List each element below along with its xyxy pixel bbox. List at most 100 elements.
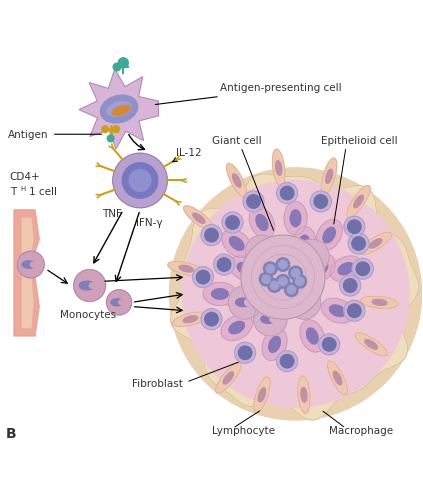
Ellipse shape: [290, 210, 301, 227]
Circle shape: [226, 216, 239, 230]
Polygon shape: [170, 175, 419, 420]
Ellipse shape: [79, 282, 95, 290]
Ellipse shape: [276, 161, 282, 176]
Circle shape: [201, 309, 222, 330]
Text: Macrophage: Macrophage: [329, 425, 393, 435]
Ellipse shape: [254, 377, 270, 413]
Ellipse shape: [369, 239, 382, 249]
Circle shape: [352, 237, 365, 251]
Circle shape: [228, 286, 262, 320]
Ellipse shape: [222, 230, 252, 258]
Ellipse shape: [312, 253, 319, 260]
Circle shape: [296, 240, 329, 273]
Ellipse shape: [100, 96, 137, 123]
Circle shape: [348, 221, 361, 234]
Ellipse shape: [237, 263, 253, 275]
Text: 1 cell: 1 cell: [29, 186, 57, 197]
Circle shape: [196, 271, 210, 284]
Circle shape: [296, 278, 304, 286]
Ellipse shape: [229, 237, 244, 251]
Circle shape: [201, 225, 222, 246]
Ellipse shape: [304, 299, 311, 306]
Ellipse shape: [119, 300, 124, 305]
Ellipse shape: [269, 337, 280, 353]
Ellipse shape: [299, 236, 309, 252]
Circle shape: [343, 279, 357, 293]
Text: IL-12: IL-12: [173, 148, 201, 163]
Circle shape: [107, 290, 132, 315]
Text: Lymphocyte: Lymphocyte: [212, 425, 275, 435]
Circle shape: [291, 269, 300, 278]
Ellipse shape: [292, 227, 316, 261]
Circle shape: [340, 275, 361, 296]
Circle shape: [241, 236, 325, 320]
Circle shape: [270, 282, 279, 290]
Ellipse shape: [179, 266, 193, 272]
Circle shape: [266, 265, 275, 273]
Text: Antigen: Antigen: [8, 130, 48, 140]
Circle shape: [245, 236, 279, 269]
Ellipse shape: [229, 256, 261, 282]
Circle shape: [322, 338, 336, 351]
Text: B: B: [5, 426, 16, 440]
Circle shape: [205, 229, 218, 243]
Ellipse shape: [184, 206, 214, 231]
Circle shape: [344, 217, 365, 238]
Ellipse shape: [112, 106, 130, 116]
Ellipse shape: [22, 261, 36, 269]
Polygon shape: [79, 70, 158, 149]
Circle shape: [276, 258, 290, 272]
Text: H: H: [20, 185, 25, 192]
Circle shape: [113, 154, 168, 208]
Ellipse shape: [236, 299, 250, 307]
Ellipse shape: [301, 387, 307, 402]
Ellipse shape: [307, 328, 318, 345]
Ellipse shape: [203, 283, 237, 306]
Ellipse shape: [183, 316, 198, 323]
Circle shape: [235, 343, 255, 364]
Circle shape: [319, 334, 340, 355]
Circle shape: [222, 213, 243, 234]
Ellipse shape: [330, 256, 362, 282]
Ellipse shape: [330, 305, 346, 317]
Ellipse shape: [244, 299, 252, 306]
Circle shape: [205, 313, 218, 326]
Circle shape: [107, 136, 114, 142]
Circle shape: [348, 305, 361, 318]
Ellipse shape: [261, 315, 275, 324]
Circle shape: [192, 267, 214, 288]
Circle shape: [344, 301, 365, 322]
Ellipse shape: [89, 283, 96, 289]
Circle shape: [280, 355, 294, 368]
Circle shape: [314, 195, 327, 209]
Ellipse shape: [272, 150, 285, 187]
Ellipse shape: [258, 388, 266, 402]
Circle shape: [264, 263, 277, 276]
Ellipse shape: [347, 186, 370, 218]
Circle shape: [239, 346, 252, 360]
Text: Antigen-presenting cell: Antigen-presenting cell: [220, 83, 341, 93]
Ellipse shape: [30, 263, 36, 267]
Polygon shape: [14, 210, 39, 336]
Circle shape: [280, 187, 294, 201]
Ellipse shape: [294, 299, 309, 307]
Circle shape: [279, 278, 287, 286]
Circle shape: [279, 261, 287, 269]
Ellipse shape: [221, 315, 253, 341]
Ellipse shape: [314, 262, 328, 276]
Circle shape: [276, 275, 290, 288]
Ellipse shape: [359, 233, 392, 255]
Text: T: T: [10, 186, 16, 197]
Ellipse shape: [354, 196, 363, 208]
Ellipse shape: [326, 170, 332, 184]
Circle shape: [182, 181, 409, 407]
Ellipse shape: [168, 262, 205, 276]
Ellipse shape: [303, 252, 318, 261]
Circle shape: [262, 275, 270, 284]
Circle shape: [285, 284, 298, 297]
Circle shape: [243, 192, 264, 213]
Ellipse shape: [261, 249, 269, 256]
Ellipse shape: [300, 320, 325, 352]
Circle shape: [122, 163, 158, 199]
Ellipse shape: [229, 322, 244, 334]
